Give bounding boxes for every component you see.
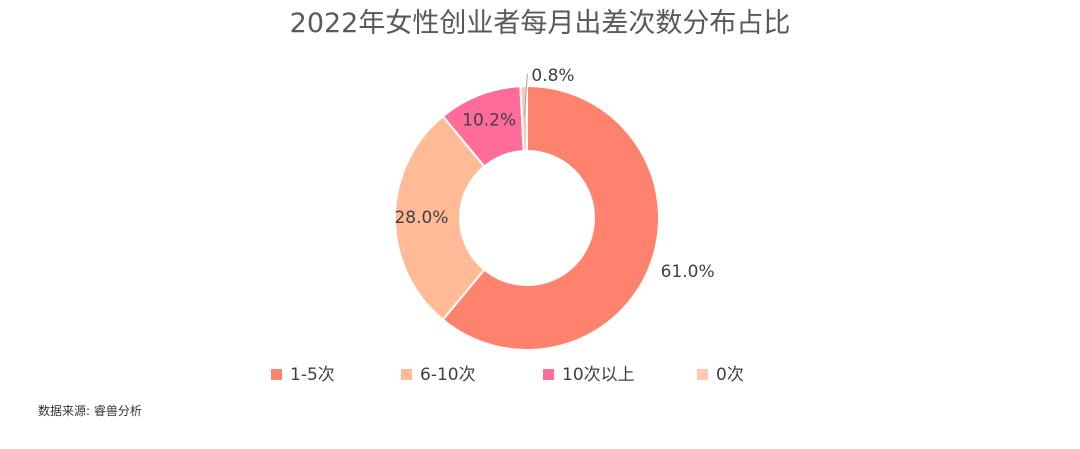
legend-item-6-10[interactable]: 6-10次 xyxy=(401,365,476,385)
data-source-note: 数据来源: 睿兽分析 xyxy=(38,404,142,418)
slice-label-0: 0.8% xyxy=(531,66,574,86)
legend: 1-5次 6-10次 10次以上 0次 xyxy=(271,365,744,385)
legend-label: 6-10次 xyxy=(420,365,476,385)
legend-item-0[interactable]: 0次 xyxy=(697,365,744,385)
slice-label-6-10: 28.0% xyxy=(394,208,448,228)
legend-swatch xyxy=(401,369,412,380)
slice-labels: 61.0% 28.0% 10.2% 0.8% xyxy=(394,66,714,282)
donut-slices xyxy=(394,84,660,351)
slice-label-10-plus: 10.2% xyxy=(462,111,516,131)
slice-label-1-5: 61.0% xyxy=(661,262,715,282)
legend-swatch xyxy=(697,369,708,380)
chart-title: 2022年女性创业者每月出差次数分布占比 xyxy=(289,8,791,39)
legend-swatch xyxy=(271,369,282,380)
slice-1-5[interactable] xyxy=(441,84,660,351)
leader-line-0 xyxy=(523,74,528,117)
legend-label: 1-5次 xyxy=(290,365,335,385)
legend-label: 10次以上 xyxy=(562,365,635,385)
legend-label: 0次 xyxy=(716,365,744,385)
slice-6-10[interactable] xyxy=(394,114,486,322)
legend-swatch xyxy=(543,369,554,380)
legend-item-10-plus[interactable]: 10次以上 xyxy=(543,365,635,385)
label-leader-lines xyxy=(523,74,528,117)
legend-item-1-5[interactable]: 1-5次 xyxy=(271,365,335,385)
